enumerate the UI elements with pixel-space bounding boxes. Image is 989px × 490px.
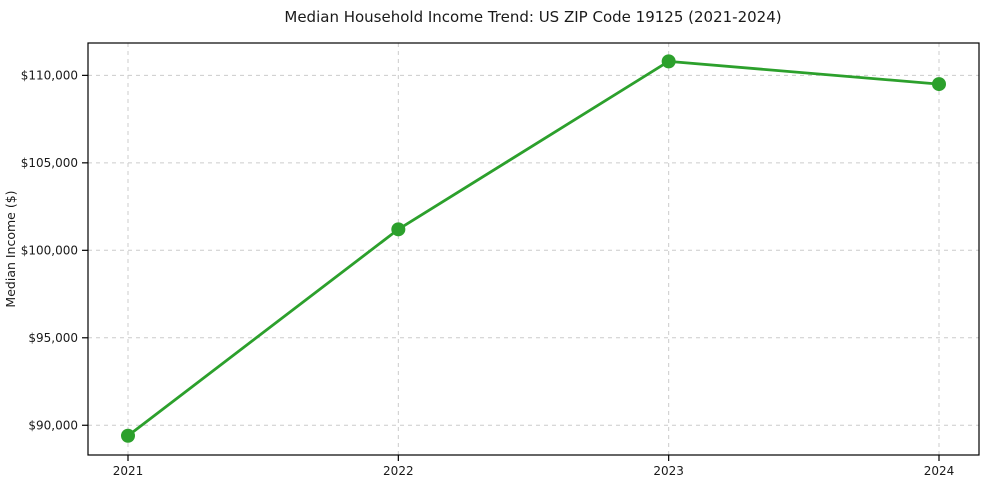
y-tick-label: $100,000: [21, 243, 78, 257]
y-axis-label: Median Income ($): [3, 190, 18, 307]
tick-labels: $90,000 $95,000 $100,000 $105,000 $110,000 20…: [21, 68, 955, 478]
axis-ticks: [82, 74, 940, 461]
y-tick-label: $95,000: [28, 331, 78, 345]
data-point-marker: [932, 77, 946, 92]
x-tick-label: 2021: [113, 464, 144, 478]
y-tick-label: $90,000: [28, 418, 78, 432]
y-tick-label: $110,000: [21, 68, 78, 82]
grid-lines: [88, 43, 979, 455]
data-point-marker: [661, 54, 676, 69]
data-point-marker: [391, 222, 406, 237]
plot-border: [87, 42, 980, 456]
x-tick-label: 2024: [924, 464, 955, 478]
x-tick-label: 2023: [653, 464, 684, 478]
data-series: [121, 54, 946, 443]
x-tick-label: 2022: [383, 464, 414, 478]
chart-title: Median Household Income Trend: US ZIP Co…: [284, 8, 781, 26]
data-point-marker: [121, 428, 135, 443]
series-line: [126, 59, 941, 438]
y-tick-label: $105,000: [21, 156, 78, 170]
